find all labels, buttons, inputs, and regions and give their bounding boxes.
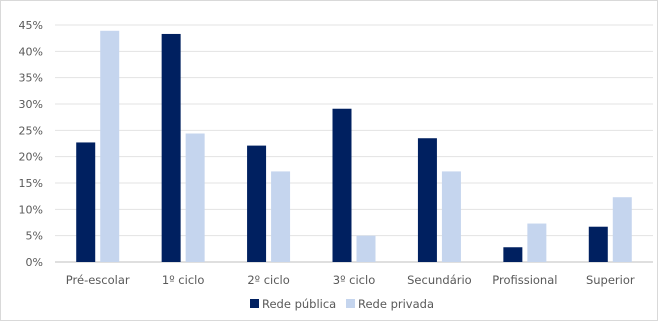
bar-rede-privada [271, 171, 291, 262]
legend-swatch [346, 299, 355, 308]
y-tick-label: 5% [26, 230, 43, 243]
bar-rede-publica [503, 247, 523, 262]
x-axis-ticks: Pré-escolar 1º ciclo 2º ciclo 3º ciclo Secun… [66, 273, 635, 287]
x-tick-label: Superior [586, 273, 635, 287]
bar-rede-privada [612, 197, 632, 262]
legend: Rede pública Rede privada [250, 297, 434, 311]
y-tick-label: 40% [19, 45, 43, 58]
y-tick-label: 35% [19, 72, 43, 85]
bar-rede-privada [527, 223, 547, 262]
bars [76, 30, 632, 263]
bar-rede-publica [588, 226, 608, 262]
x-tick-label: Profissional [492, 273, 557, 287]
x-tick-label: Secundário [407, 273, 472, 287]
y-tick-label: 45% [19, 19, 43, 32]
x-tick-label: Pré-escolar [66, 273, 130, 287]
legend-swatch [250, 299, 259, 308]
bar-rede-publica [332, 108, 352, 263]
bar-chart: 0% 5% 10% 15% 20% 25% 30% 35% 40% 45% Pré-escolar… [19, 19, 653, 311]
x-tick-label: 3º ciclo [333, 273, 375, 287]
y-tick-label: 25% [19, 124, 43, 137]
bar-rede-publica [417, 138, 437, 262]
legend-label: Rede pública [262, 297, 336, 311]
y-tick-label: 15% [19, 177, 43, 190]
y-axis-ticks: 0% 5% 10% 15% 20% 25% 30% 35% 40% 45% [19, 19, 43, 269]
gridlines [55, 24, 653, 263]
x-tick-label: 1º ciclo [162, 273, 204, 287]
x-tick-label: 2º ciclo [247, 273, 289, 287]
legend-label: Rede privada [358, 297, 434, 311]
bar-rede-publica [247, 145, 267, 262]
bar-rede-privada [100, 30, 120, 262]
bar-rede-publica [76, 142, 96, 262]
y-tick-label: 30% [19, 98, 43, 111]
bar-rede-publica [161, 33, 181, 262]
y-tick-label: 10% [19, 203, 43, 216]
y-tick-label: 0% [26, 256, 43, 269]
bar-rede-privada [185, 133, 205, 262]
bar-rede-privada [356, 235, 376, 262]
y-tick-label: 20% [19, 151, 43, 164]
bar-rede-privada [441, 171, 461, 262]
